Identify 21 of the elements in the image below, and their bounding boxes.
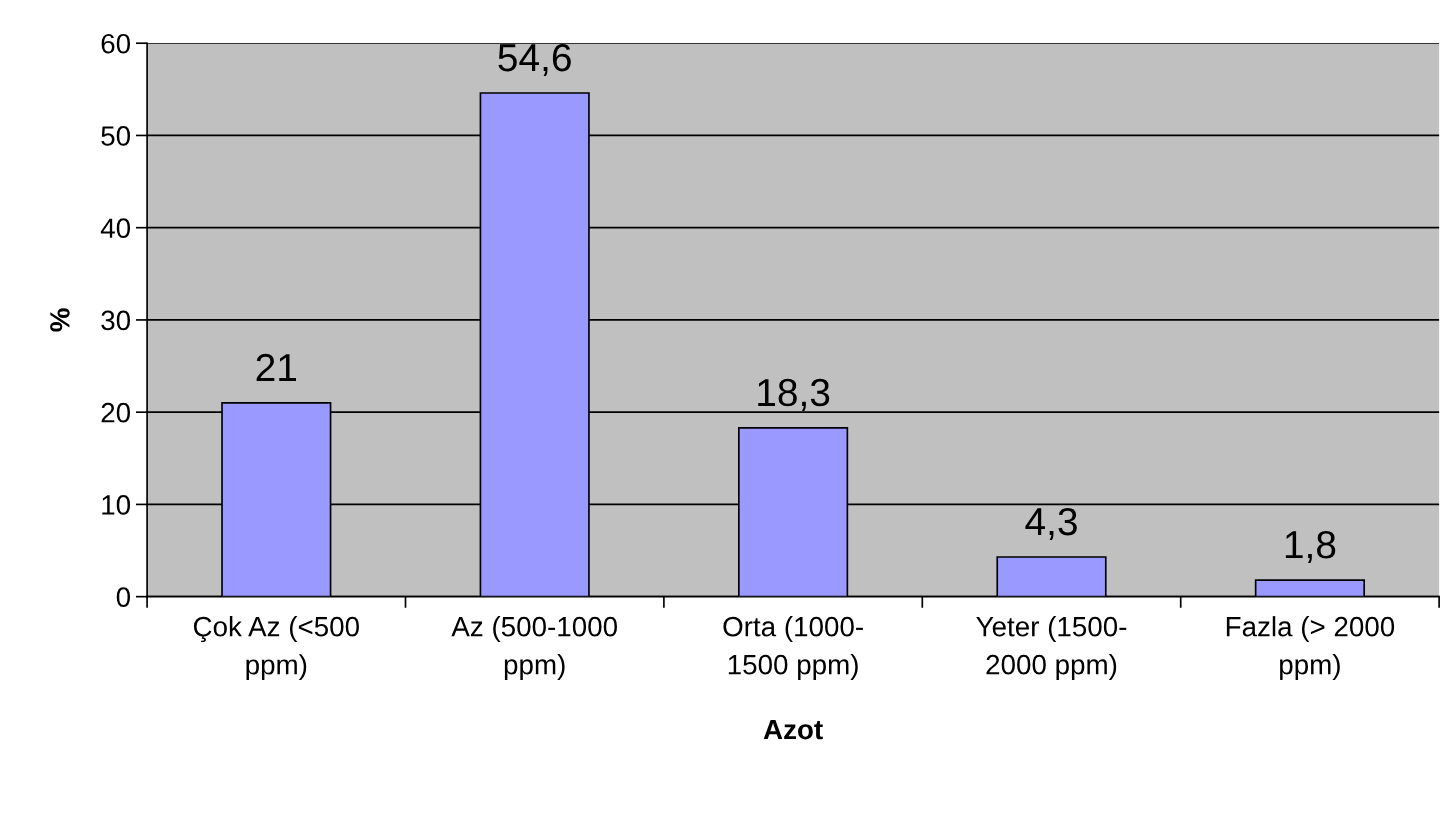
x-tick-label: Çok Az (<500 ppm) bbox=[193, 616, 359, 681]
data-label: 54,6 bbox=[498, 43, 571, 77]
y-tick-label: 60 bbox=[101, 33, 131, 54]
y-axis-title: % bbox=[50, 308, 70, 332]
bar bbox=[996, 556, 1107, 597]
bar bbox=[1254, 579, 1366, 597]
y-tick-label: 10 bbox=[102, 495, 131, 515]
data-label: 21 bbox=[256, 353, 297, 381]
y-tick-label: 20 bbox=[101, 402, 131, 423]
y-tick-label: 50 bbox=[101, 126, 131, 146]
x-axis-title: Azot bbox=[763, 720, 823, 740]
y-tick-label: 30 bbox=[101, 310, 131, 331]
data-label: 1,8 bbox=[1285, 530, 1336, 564]
x-tick-label: Orta (1000- 1500 ppm) bbox=[723, 616, 863, 680]
x-tick-label: Fazla (> 2000 ppm) bbox=[1226, 616, 1395, 680]
x-tick-label: Yeter (1500- 2000 ppm) bbox=[976, 616, 1127, 680]
y-tick-label: 0 bbox=[116, 587, 131, 607]
x-tick-label: Az (500-1000 ppm) bbox=[451, 616, 617, 680]
data-label: 18,3 bbox=[758, 378, 830, 411]
y-tick-label: 40 bbox=[100, 218, 131, 239]
data-label: 4,3 bbox=[1025, 507, 1077, 541]
